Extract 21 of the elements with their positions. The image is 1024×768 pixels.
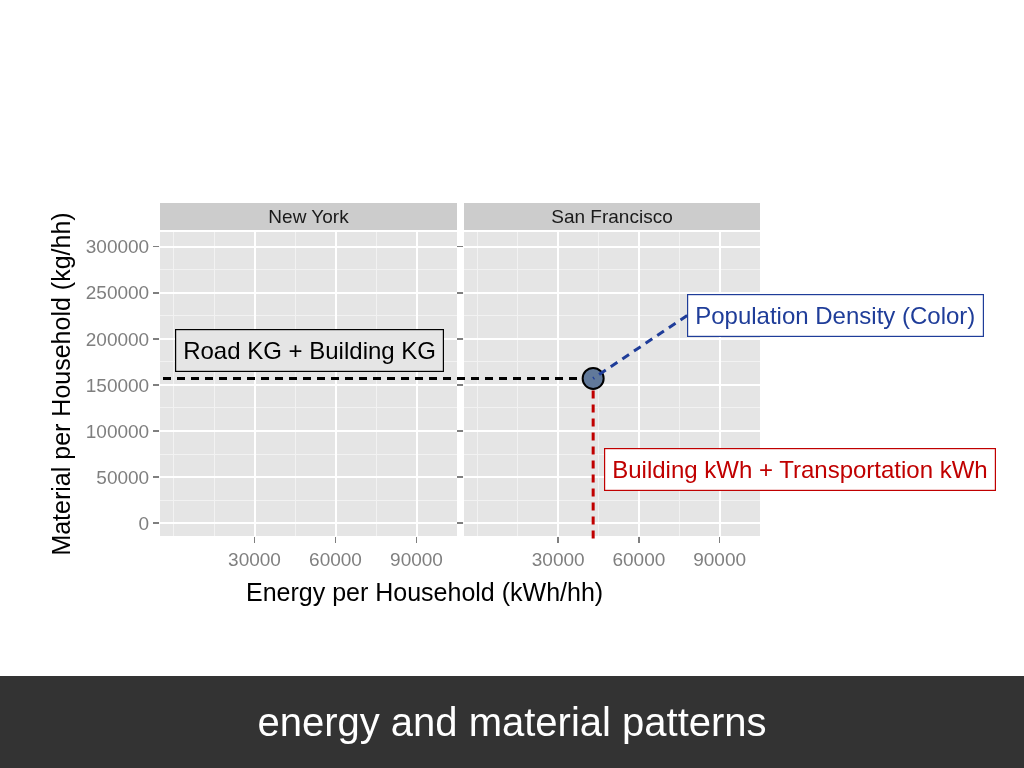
- x-axis-title: Energy per Household (kWh/hh): [246, 578, 604, 606]
- y-tick-label: 200000: [85, 328, 150, 350]
- x-tick-label: 90000: [390, 548, 443, 570]
- x-tick-label: 60000: [612, 548, 666, 570]
- y-tick-label: 50000: [96, 466, 150, 488]
- y-tick-label: 150000: [85, 374, 150, 396]
- y-axis-title: Material per Household (kg/hh): [46, 212, 75, 556]
- y-tick-label: 0: [138, 512, 150, 534]
- y-tick-label: 100000: [85, 420, 150, 442]
- x-tick-label: 60000: [309, 548, 362, 570]
- annotation: Population Density (Color): [695, 302, 976, 330]
- y-tick-label: 250000: [85, 282, 150, 304]
- footer-band: energy and material patterns: [0, 676, 1024, 768]
- ref-line-label: Building kWh + Transportation kWh: [612, 456, 988, 484]
- chart-title: New York: [268, 206, 350, 228]
- ref-line-label: Road KG + Building KG: [183, 337, 437, 365]
- x-tick-label: 30000: [531, 548, 585, 570]
- y-tick-label: 300000: [85, 236, 150, 258]
- chart-title: San Francisco: [551, 206, 673, 228]
- x-tick-label: 30000: [228, 548, 281, 570]
- x-tick-label: 90000: [693, 548, 747, 570]
